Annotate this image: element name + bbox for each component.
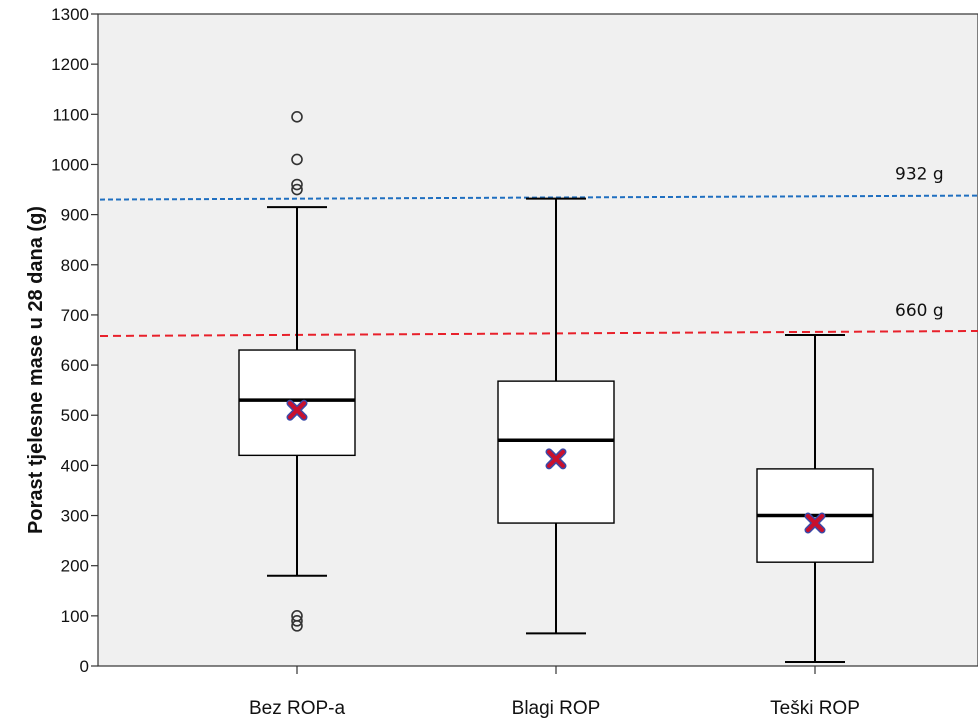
- y-tick-label: 1200: [51, 55, 89, 74]
- y-tick-label: 800: [61, 256, 89, 275]
- y-tick-label: 1100: [52, 105, 89, 124]
- outlier-point: [291, 111, 303, 123]
- mean-marker: [286, 399, 308, 421]
- outlier-point: [291, 615, 303, 627]
- y-tick-label: 300: [61, 507, 89, 526]
- reference-line-label: 660 g: [895, 301, 944, 321]
- mean-marker-stroke: [547, 449, 565, 468]
- y-tick-label: 600: [61, 356, 89, 375]
- y-tick-label: 1300: [51, 5, 89, 24]
- box-group: [497, 197, 615, 635]
- y-tick-label: 700: [61, 306, 89, 325]
- x-category-label: Blagi ROP: [512, 698, 601, 719]
- mean-marker: [545, 448, 567, 470]
- reference-line: [99, 329, 978, 337]
- outlier-point: [291, 183, 303, 196]
- x-category-label: Teški ROP: [770, 698, 860, 719]
- y-tick-label: 200: [61, 557, 89, 576]
- reference-line: [99, 194, 978, 201]
- x-category-label: Bez ROP-a: [249, 698, 346, 719]
- box-group: [238, 111, 356, 632]
- box-iqr: [238, 349, 356, 457]
- y-tick-label: 1000: [51, 155, 89, 174]
- y-tick-label: 400: [61, 456, 89, 475]
- box-group: [756, 333, 874, 663]
- mean-marker: [804, 512, 826, 534]
- outlier-point: [291, 178, 303, 191]
- y-tick-label: 0: [80, 657, 89, 676]
- y-tick-label: 500: [61, 406, 89, 425]
- plot-area: [97, 13, 978, 667]
- mean-marker-stroke: [806, 514, 824, 533]
- outlier-point: [291, 610, 303, 622]
- y-axis-label: Porast tjelesne mase u 28 dana (g): [25, 206, 47, 534]
- y-tick-label: 100: [61, 607, 89, 626]
- box-iqr: [497, 380, 615, 524]
- y-tick-label: 900: [61, 206, 89, 225]
- mean-marker-stroke: [288, 401, 306, 420]
- outlier-point: [291, 153, 303, 166]
- reference-line-label: 932 g: [895, 165, 944, 185]
